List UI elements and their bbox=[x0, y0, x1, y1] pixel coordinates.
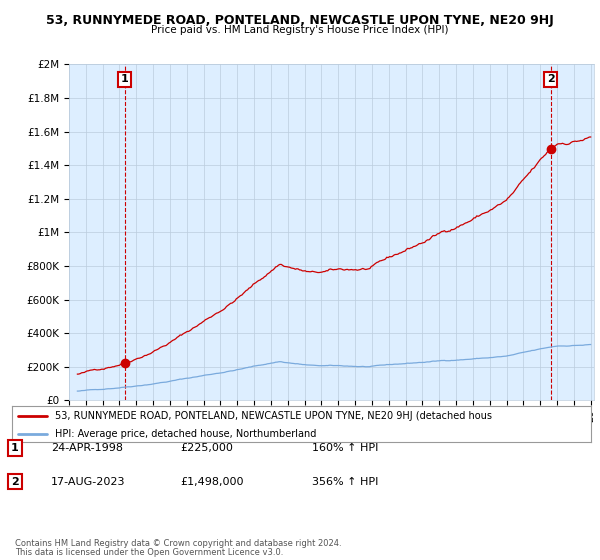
Text: HPI: Average price, detached house, Northumberland: HPI: Average price, detached house, Nort… bbox=[55, 430, 317, 440]
Text: 53, RUNNYMEDE ROAD, PONTELAND, NEWCASTLE UPON TYNE, NE20 9HJ (detached hous: 53, RUNNYMEDE ROAD, PONTELAND, NEWCASTLE… bbox=[55, 411, 493, 421]
Text: 1: 1 bbox=[11, 443, 19, 453]
Text: 2: 2 bbox=[547, 74, 554, 85]
Text: 2: 2 bbox=[11, 477, 19, 487]
Text: 17-AUG-2023: 17-AUG-2023 bbox=[51, 477, 125, 487]
Text: 1: 1 bbox=[121, 74, 128, 85]
Text: £1,498,000: £1,498,000 bbox=[180, 477, 244, 487]
Text: £225,000: £225,000 bbox=[180, 443, 233, 453]
Text: Contains HM Land Registry data © Crown copyright and database right 2024.: Contains HM Land Registry data © Crown c… bbox=[15, 539, 341, 548]
Text: This data is licensed under the Open Government Licence v3.0.: This data is licensed under the Open Gov… bbox=[15, 548, 283, 557]
Text: Price paid vs. HM Land Registry's House Price Index (HPI): Price paid vs. HM Land Registry's House … bbox=[151, 25, 449, 35]
Text: 160% ↑ HPI: 160% ↑ HPI bbox=[312, 443, 379, 453]
Text: 356% ↑ HPI: 356% ↑ HPI bbox=[312, 477, 379, 487]
Text: 24-APR-1998: 24-APR-1998 bbox=[51, 443, 123, 453]
Text: 53, RUNNYMEDE ROAD, PONTELAND, NEWCASTLE UPON TYNE, NE20 9HJ: 53, RUNNYMEDE ROAD, PONTELAND, NEWCASTLE… bbox=[46, 14, 554, 27]
